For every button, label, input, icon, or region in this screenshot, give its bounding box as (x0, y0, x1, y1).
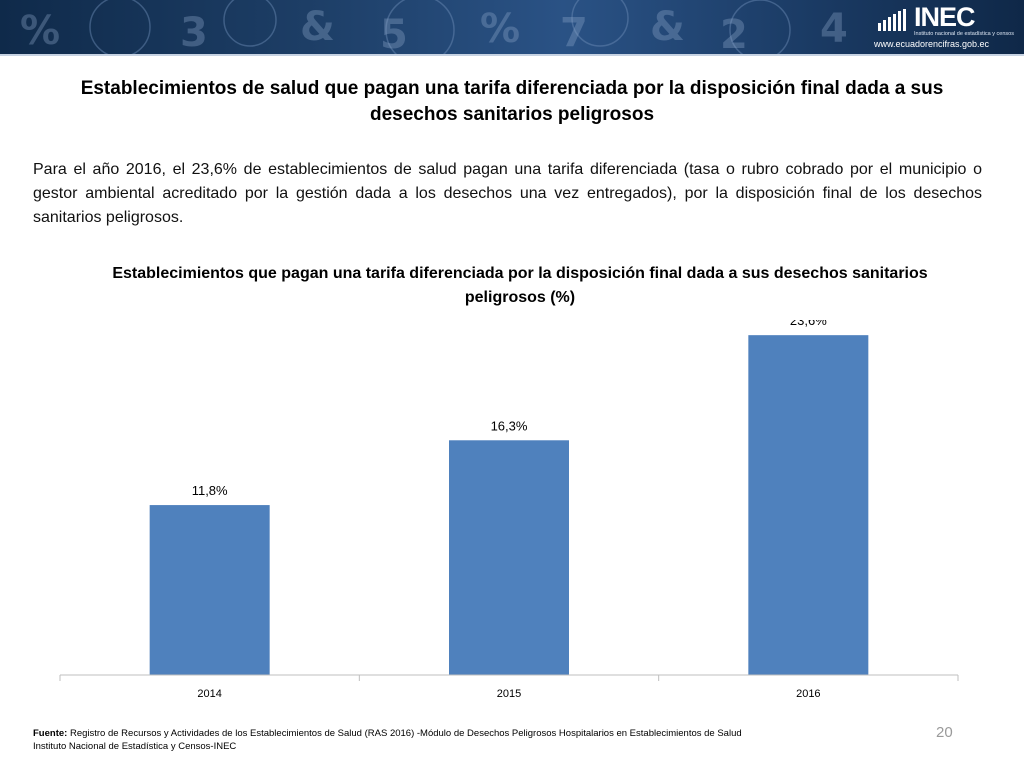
website-link[interactable]: www.ecuadorencifras.gob.ec (874, 39, 990, 49)
tick-label-2015: 2015 (497, 688, 521, 700)
logo-bars-icon (878, 9, 906, 31)
bar-2016 (748, 335, 869, 675)
data-label-2016: 23,6% (790, 320, 827, 328)
institution-text: Instituto Nacional de Estadística y Cens… (33, 741, 237, 752)
svg-text:4: 4 (820, 6, 848, 52)
page-number: 20 (936, 724, 953, 741)
svg-text:7: 7 (560, 10, 588, 54)
inec-logo: INEC Instituto nacional de estadística y… (874, 2, 1014, 51)
header-banner: % 3 & 5 % 7 & 2 4 INEC Instituto naciona… (0, 0, 1024, 54)
logo-subtitle: Instituto nacional de estadística y cens… (914, 31, 1014, 37)
chart-title: Establecimientos que pagan una tarifa di… (112, 265, 928, 306)
svg-text:%: % (480, 6, 520, 52)
svg-text:&: & (650, 4, 685, 50)
source-text: Registro de Recursos y Actividades de lo… (67, 728, 742, 739)
data-label-2014: 11,8% (192, 483, 228, 498)
page-title: Establecimientos de salud que pagan una … (80, 78, 944, 125)
source-label: Fuente: (33, 728, 68, 739)
bar-2015 (449, 440, 569, 675)
data-label-2015: 16,3% (491, 418, 528, 433)
bar-2014 (149, 505, 270, 675)
logo-text: INEC (914, 2, 976, 32)
bar-chart: 11,8% 2014 16,3% 2015 23,6% 2016 (59, 320, 959, 700)
source-footer: Fuente: Registro de Recursos y Actividad… (33, 727, 933, 753)
tick-label-2016: 2016 (796, 688, 820, 700)
summary-paragraph: Para el año 2016, el 23,6% de establecim… (33, 161, 982, 226)
tick-label-2014: 2014 (197, 688, 221, 700)
svg-text:&: & (300, 4, 335, 50)
svg-text:5: 5 (380, 12, 408, 54)
svg-text:3: 3 (180, 10, 208, 54)
svg-text:%: % (20, 8, 60, 54)
svg-text:2: 2 (720, 12, 748, 54)
banner-divider (0, 54, 1024, 56)
banner-pattern: % 3 & 5 % 7 & 2 4 (20, 0, 848, 54)
